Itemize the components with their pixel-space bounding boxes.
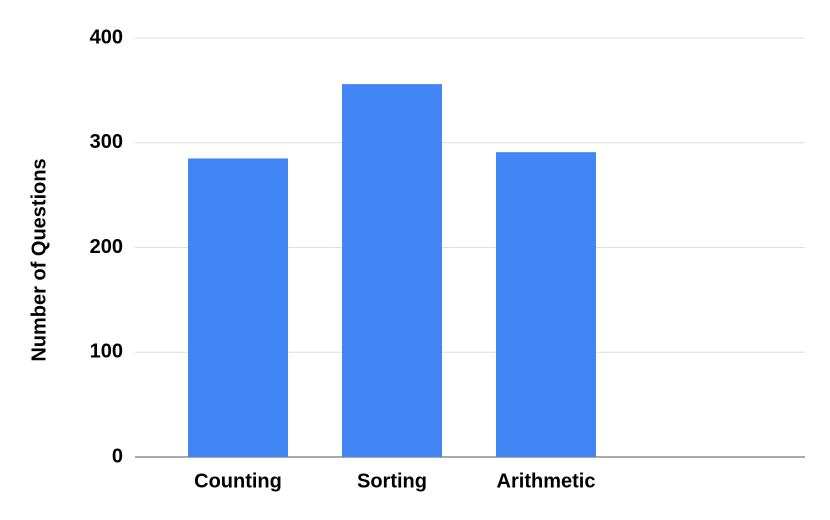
- y-tick-label: 0: [112, 445, 123, 467]
- x-tick-label: Counting: [194, 470, 282, 492]
- bar: [188, 158, 288, 457]
- y-tick-label: 300: [90, 131, 123, 153]
- y-axis-title: Number of Questions: [28, 158, 50, 361]
- bar: [342, 84, 442, 457]
- y-tick-label: 100: [90, 341, 123, 363]
- y-tick-label: 200: [90, 236, 123, 258]
- x-tick-label: Arithmetic: [497, 470, 596, 492]
- x-tick-label: Sorting: [357, 470, 427, 492]
- y-tick-label: 400: [90, 26, 123, 48]
- bar: [496, 152, 596, 458]
